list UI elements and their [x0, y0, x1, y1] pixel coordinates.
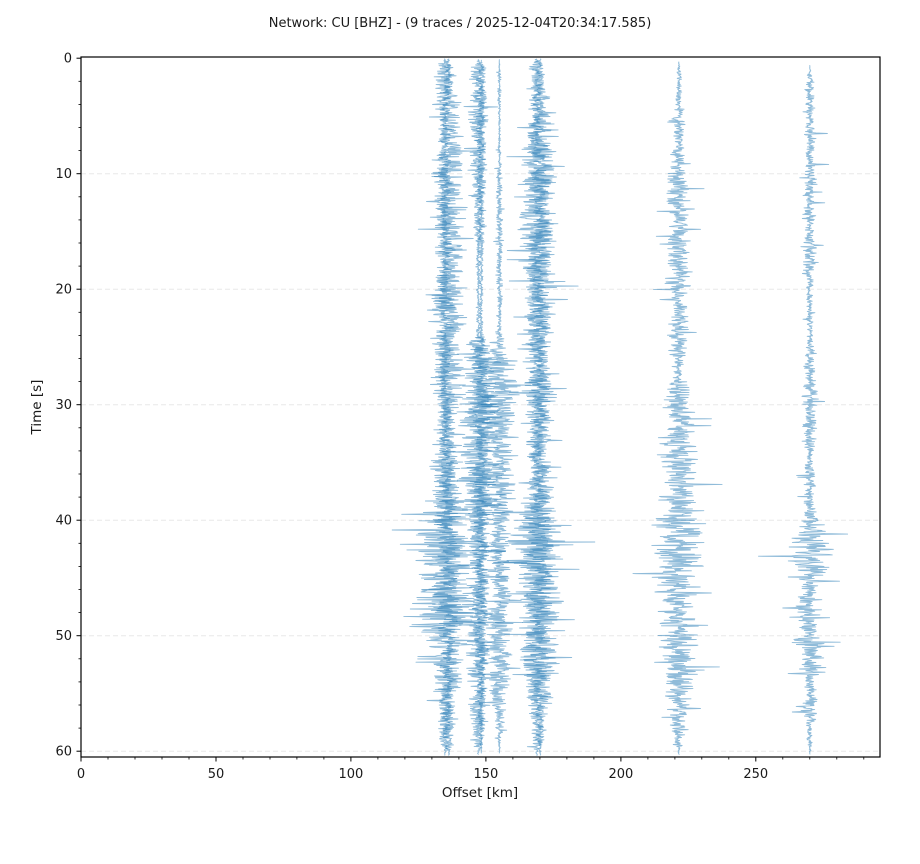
x-tick-label: 150: [473, 767, 498, 782]
axes-spines: [80, 56, 881, 758]
y-tick-label: 30: [55, 398, 72, 413]
seismic-trace: [415, 58, 494, 756]
y-tick-label: 10: [55, 167, 72, 182]
seismic-trace: [424, 59, 510, 755]
trace-layer: [391, 58, 849, 756]
seismic-trace: [632, 61, 723, 755]
y-tick-label: 0: [64, 52, 72, 67]
seismic-trace: [461, 59, 507, 754]
x-axis-label: Offset [km]: [442, 785, 518, 801]
y-tick-label: 60: [55, 745, 72, 760]
seismic-trace: [494, 58, 579, 756]
axis-ticks: 0 50 100 150 200 250 0 10 20 30 40 50 60: [55, 52, 865, 782]
x-tick-label: 50: [208, 767, 225, 782]
seismic-trace: [758, 64, 849, 755]
seismic-trace: [467, 59, 531, 754]
x-tick-label: 250: [743, 767, 768, 782]
y-tick-label: 40: [55, 514, 72, 529]
gridlines: [81, 173, 880, 752]
x-tick-label: 100: [338, 767, 363, 782]
plot-title: Network: CU [BHZ] - (9 traces / 2025-12-…: [269, 16, 652, 31]
x-tick-label: 200: [608, 767, 633, 782]
y-tick-label: 50: [55, 629, 72, 644]
x-tick-label: 0: [77, 767, 85, 782]
y-tick-label: 20: [55, 283, 72, 298]
y-axis-label: Time [s]: [29, 380, 45, 436]
